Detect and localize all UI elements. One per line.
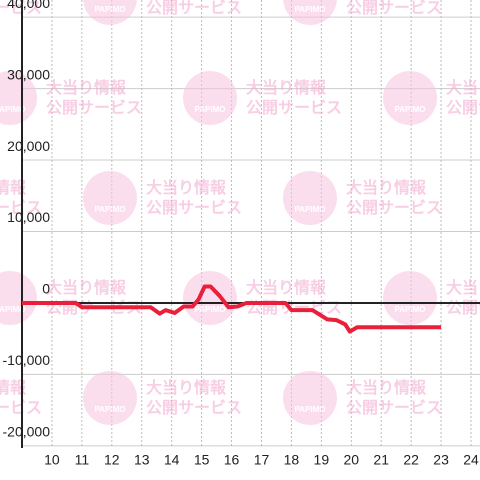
watermark-text: 公開サービス: [346, 199, 442, 217]
watermark-brand: PAPIMO: [95, 5, 126, 14]
x-tick-label: 11: [75, 452, 90, 468]
watermark-brand: PAPIMO: [195, 305, 226, 314]
watermark-text: 公開サービス: [346, 0, 442, 17]
x-tick-label: 16: [224, 452, 240, 468]
watermark-text: 大当り情報: [46, 78, 127, 97]
y-tick-label: 20,000: [7, 138, 50, 154]
x-tick-label: 24: [463, 452, 479, 468]
x-tick-label: 22: [403, 452, 419, 468]
x-tick-label: 15: [194, 452, 210, 468]
watermark-text: 大当り情報: [146, 178, 227, 197]
y-tick-label: -10,000: [3, 352, 51, 368]
x-tick-label: 12: [104, 452, 120, 468]
watermark-text: 大当り情報: [446, 78, 480, 97]
watermark-brand: PAPIMO: [295, 405, 326, 414]
x-tick-label: 13: [134, 452, 150, 468]
y-tick-label: 40,000: [7, 0, 50, 11]
watermark-text: 大当り情報: [246, 78, 327, 97]
watermark-circle: [383, 71, 437, 125]
watermark-circle: [83, 0, 137, 25]
watermark-brand: PAPIMO: [0, 105, 25, 114]
watermark-circle: [183, 71, 237, 125]
watermark-text: 公開サービス: [346, 399, 442, 417]
watermark-brand: PAPIMO: [195, 105, 226, 114]
watermark-text: 大当り情報: [446, 278, 480, 297]
x-tick-label: 23: [433, 452, 449, 468]
watermark-text: 大当り情報: [46, 278, 127, 297]
x-tick-label: 10: [44, 452, 60, 468]
x-tick-label: 18: [284, 452, 300, 468]
data-line: [22, 284, 442, 334]
watermark-text: 公開サービス: [446, 299, 480, 317]
watermark-circle: [83, 171, 137, 225]
x-tick-label: 21: [373, 452, 389, 468]
watermark-text: 大当り情報: [346, 178, 427, 197]
watermark-circle: [383, 271, 437, 325]
watermark-text: 公開サービス: [446, 99, 480, 117]
watermark-text: 公開サービス: [146, 199, 242, 217]
watermark-text: 大当り情報: [346, 378, 427, 397]
watermark-circle: [83, 371, 137, 425]
watermark-circle: [183, 271, 237, 325]
watermark-text: 大当り情報: [146, 378, 227, 397]
watermark-circle: [283, 0, 337, 25]
watermark-brand: PAPIMO: [95, 405, 126, 414]
watermark-circle: [283, 371, 337, 425]
watermark-brand: PAPIMO: [95, 205, 126, 214]
watermark-text: 公開サービス: [246, 99, 342, 117]
y-tick-label: 0: [42, 281, 50, 297]
x-tick-label: 20: [343, 452, 359, 468]
watermark-brand: PAPIMO: [295, 5, 326, 14]
x-tick-label: 14: [164, 452, 180, 468]
watermark-text: 大当り情報: [246, 278, 327, 297]
watermark-circle: [0, 71, 37, 125]
watermark-text: 公開サービス: [146, 399, 242, 417]
watermark-circle: [0, 271, 37, 325]
watermark-text: 大当り情報: [0, 378, 27, 397]
y-tick-label: 30,000: [7, 66, 50, 82]
watermark-brand: PAPIMO: [395, 305, 426, 314]
x-tick-label: 19: [314, 452, 330, 468]
watermark-circle: [283, 171, 337, 225]
x-tick-label: 17: [254, 452, 270, 468]
y-tick-label: 10,000: [7, 209, 50, 225]
y-tick-label: -20,000: [3, 424, 51, 440]
watermark-brand: PAPIMO: [395, 105, 426, 114]
watermark-brand: PAPIMO: [295, 205, 326, 214]
watermark-text: 大当り情報: [0, 178, 27, 197]
watermark-text: 公開サービス: [46, 99, 142, 117]
watermark: PAPIMO大当り情報公開サービスPAPIMO大当り情報公開サービスPAPIMO…: [0, 0, 480, 425]
watermark-text: 公開サービス: [146, 0, 242, 17]
watermark-brand: PAPIMO: [0, 305, 25, 314]
